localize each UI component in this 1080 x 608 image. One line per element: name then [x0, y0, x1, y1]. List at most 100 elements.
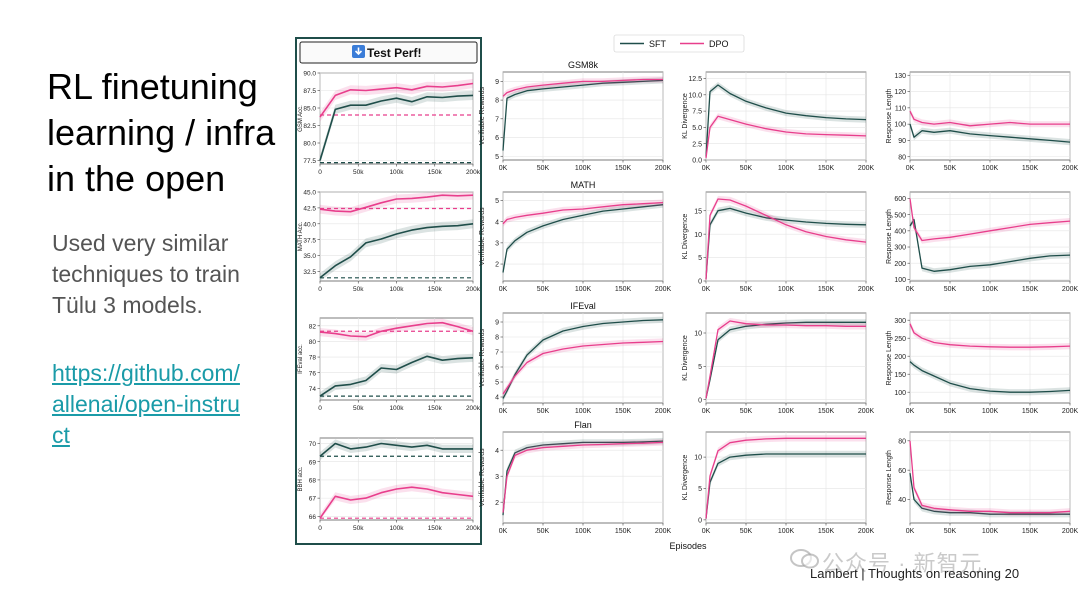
- x-tick-label: 200k: [466, 286, 481, 293]
- y-axis-label: Response Length: [886, 330, 893, 385]
- x-tick-label: 150K: [818, 165, 835, 172]
- band-dpo: [706, 113, 866, 160]
- chart-15: 0K 50K 100K 150K 200K 40 60 80 Response Length: [886, 431, 1078, 535]
- slide-title-line: RL finetuning: [47, 66, 258, 107]
- x-tick-label: 0K: [499, 165, 508, 172]
- y-tick-label: 100: [894, 390, 906, 397]
- x-tick-label: 200k: [466, 405, 481, 412]
- line-sft: [909, 361, 1071, 393]
- y-tick-label: 130: [894, 73, 906, 80]
- chart-8: 0K 50K 100K 150K 200K 0 5 10 15 KL Divergence: [682, 191, 874, 293]
- y-tick-label: 250: [894, 336, 906, 343]
- x-tick-label: 100K: [778, 286, 795, 293]
- repo-link-line[interactable]: allenai/open-instru: [52, 391, 240, 417]
- band-sft: [320, 439, 473, 461]
- line-dpo: [319, 486, 474, 519]
- y-tick-label: 2: [495, 262, 499, 269]
- x-tick-label: 150K: [1022, 528, 1039, 535]
- y-tick-label: 4: [495, 219, 499, 226]
- y-tick-label: 110: [895, 105, 906, 112]
- legend-frame: [613, 34, 745, 53]
- x-tick-label: 50K: [740, 408, 753, 415]
- repo-link-line[interactable]: https://github.com/: [52, 360, 240, 386]
- band-sft: [320, 352, 473, 400]
- y-tick-label: 82: [309, 323, 317, 330]
- x-tick-label: 50K: [944, 165, 957, 172]
- y-tick-label: 8: [495, 98, 499, 105]
- y-tick-label: 6: [495, 135, 499, 142]
- y-tick-label: 70: [309, 441, 317, 448]
- band-dpo: [503, 76, 663, 100]
- slide-title-line: learning / infra: [47, 112, 276, 153]
- x-tick-label: 100k: [389, 405, 404, 412]
- y-axis-label: KL Divergence: [682, 93, 689, 139]
- wechat-logo-icon: [790, 549, 819, 569]
- slide-subtitle: Used very similar techniques to train Tü…: [52, 228, 287, 321]
- line-sft: [319, 442, 473, 457]
- y-tick-label: 2: [495, 500, 499, 507]
- chart-9: 0K 50K 100K 150K 200K 100 200 300 400 500 600Respo…: [886, 191, 1078, 293]
- x-tick-label: 150K: [615, 165, 632, 172]
- band-sft: [320, 90, 473, 164]
- x-tick-label: 150K: [818, 408, 835, 415]
- x-tick-label: 50K: [537, 165, 550, 172]
- y-tick-label: 5.0: [692, 125, 702, 132]
- x-tick-label: 150K: [1022, 286, 1039, 293]
- line-dpo: [319, 82, 474, 118]
- repo-link[interactable]: https://github.com/ allenai/open-instru …: [52, 358, 287, 451]
- slide-footer: Lambert | Thoughts on reasoning 20: [810, 566, 1020, 581]
- x-tick-label: 50k: [353, 286, 364, 293]
- x-tick-label: 200K: [858, 528, 875, 535]
- x-tick-label: 100K: [778, 408, 795, 415]
- y-tick-label: 80: [309, 339, 317, 346]
- chart-4: 0K 50K 100K 150K 200K 5 6 7 8 9 Verifiable Rewards…: [479, 60, 671, 172]
- y-tick-label: 80.0: [303, 141, 316, 148]
- x-tick-label: 200K: [1062, 408, 1079, 415]
- x-tick-label: 0: [318, 169, 322, 176]
- chart-title: Flan: [574, 420, 592, 430]
- y-tick-label: 90: [898, 138, 906, 145]
- y-axis-label: Verifiable Rewards: [479, 86, 486, 145]
- y-tick-label: 7: [495, 116, 499, 123]
- x-tick-label: 0K: [702, 165, 711, 172]
- x-tick-label: 0K: [906, 286, 915, 293]
- y-tick-label: 68: [309, 478, 317, 485]
- repo-link-line[interactable]: ct: [52, 422, 70, 448]
- y-tick-label: 5: [698, 486, 702, 493]
- chart-13: 0K 50K 100K 150K 200K 2 3 4 Verifiable Rewards Fl…: [479, 420, 671, 535]
- chart-12: 0K 50K 100K 150K 200K 100 150 200 250 300Response…: [886, 312, 1079, 415]
- line-dpo: [319, 194, 474, 213]
- test-perf-button[interactable]: Test Perf!: [299, 41, 478, 64]
- y-tick-label: 8: [495, 335, 499, 342]
- test-perf-button-label: Test Perf!: [367, 46, 421, 60]
- x-tick-label: 150K: [615, 528, 632, 535]
- x-tick-label: 0K: [499, 528, 508, 535]
- x-tick-label: 100K: [575, 286, 592, 293]
- y-tick-label: 9: [495, 320, 499, 327]
- x-tick-label: 50K: [740, 165, 753, 172]
- x-tick-label: 150K: [818, 286, 835, 293]
- legend-label-dpo: DPO: [709, 39, 729, 49]
- line-sft: [705, 321, 866, 399]
- y-tick-label: 7.5: [692, 109, 702, 116]
- y-tick-label: 100: [894, 122, 906, 129]
- x-tick-label: 0K: [702, 408, 711, 415]
- x-tick-label: 200K: [858, 165, 875, 172]
- y-axis-label: Response Length: [886, 88, 893, 143]
- y-tick-label: 0: [698, 279, 702, 286]
- slide-subtitle-line: techniques to train: [52, 261, 240, 287]
- chart-6: 0K 50K 100K 150K 200K 80 90 100 110 120 130 Respons…: [886, 71, 1078, 172]
- line-dpo: [502, 78, 663, 97]
- slide-subtitle-line: Tülu 3 models.: [52, 292, 203, 318]
- x-tick-label: 0K: [499, 408, 508, 415]
- x-tick-label: 100K: [982, 528, 999, 535]
- y-tick-label: 45.0: [303, 190, 316, 197]
- y-tick-label: 600: [894, 196, 906, 203]
- x-tick-label: 0K: [702, 528, 711, 535]
- test-perf-button-frame[interactable]: [299, 41, 478, 64]
- x-tick-label: 50K: [944, 528, 957, 535]
- y-tick-label: 100: [894, 277, 906, 284]
- x-tick-label: 50k: [353, 169, 364, 176]
- x-tick-label: 100K: [778, 528, 795, 535]
- line-sft: [502, 79, 664, 151]
